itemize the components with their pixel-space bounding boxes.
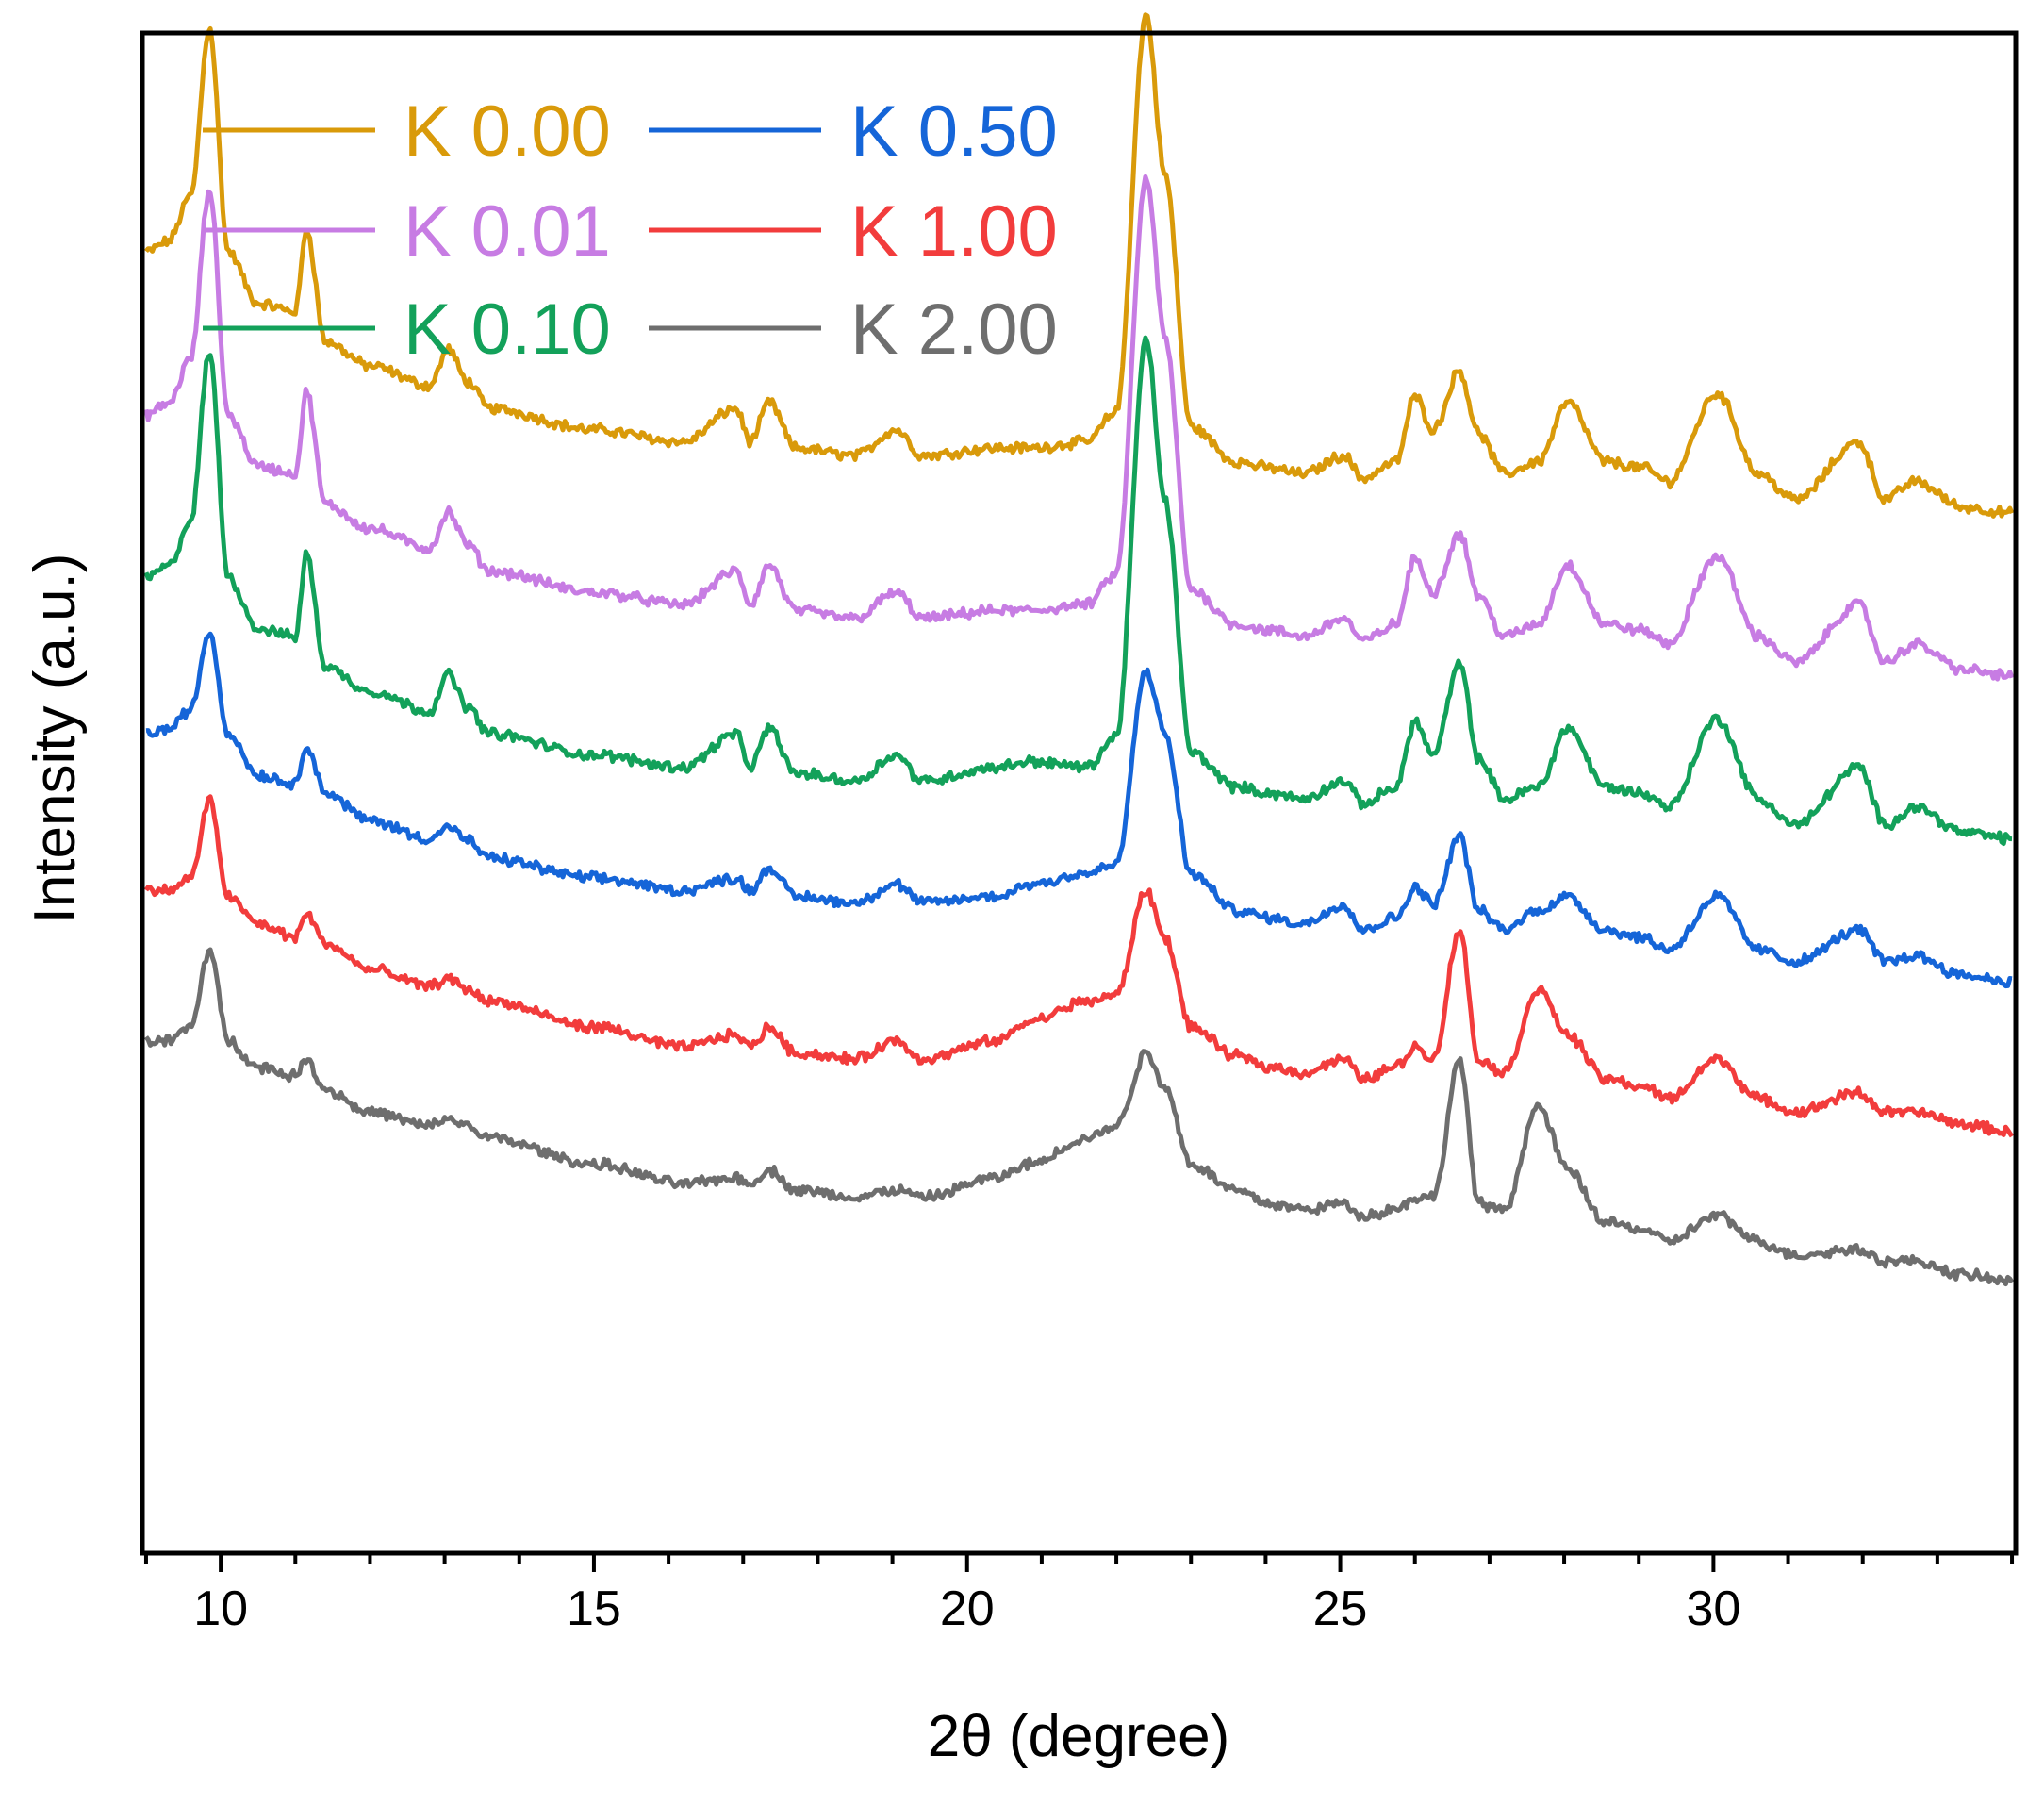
legend-label: K 0.50 — [850, 91, 1058, 172]
series-line-k-0-00 — [144, 12, 2015, 519]
legend-label: K 1.00 — [850, 191, 1058, 272]
x-tick-label: 15 — [567, 1581, 621, 1636]
x-axis: 10 15 20 25 30 — [143, 1553, 2015, 1636]
series-line-k-0-01 — [143, 174, 2015, 682]
legend-label: K 2.00 — [850, 290, 1058, 370]
series-line-k-1-00 — [143, 794, 2015, 1138]
y-axis-title: Intensity (a.u.) — [23, 554, 88, 924]
series-line-k-0-10 — [143, 335, 2013, 847]
plot-frame — [140, 30, 2019, 1556]
x-tick-label: 20 — [940, 1581, 995, 1636]
legend-label: K 0.01 — [404, 191, 611, 272]
x-tick-label: 25 — [1313, 1581, 1368, 1636]
series-line-k-0-50 — [145, 631, 2013, 989]
series-line-k-2-00 — [143, 947, 2015, 1287]
legend: K 0.00 K 0.01 K 0.10 K 0.50 K 1.00 K 2.00 — [203, 91, 1058, 370]
x-tick-label: 10 — [193, 1581, 248, 1636]
legend-label: K 0.00 — [404, 91, 611, 172]
series-layer — [143, 12, 2015, 1287]
legend-label: K 0.10 — [404, 290, 611, 370]
x-axis-title: 2θ (degree) — [928, 1704, 1230, 1769]
x-tick-label: 30 — [1686, 1581, 1740, 1636]
